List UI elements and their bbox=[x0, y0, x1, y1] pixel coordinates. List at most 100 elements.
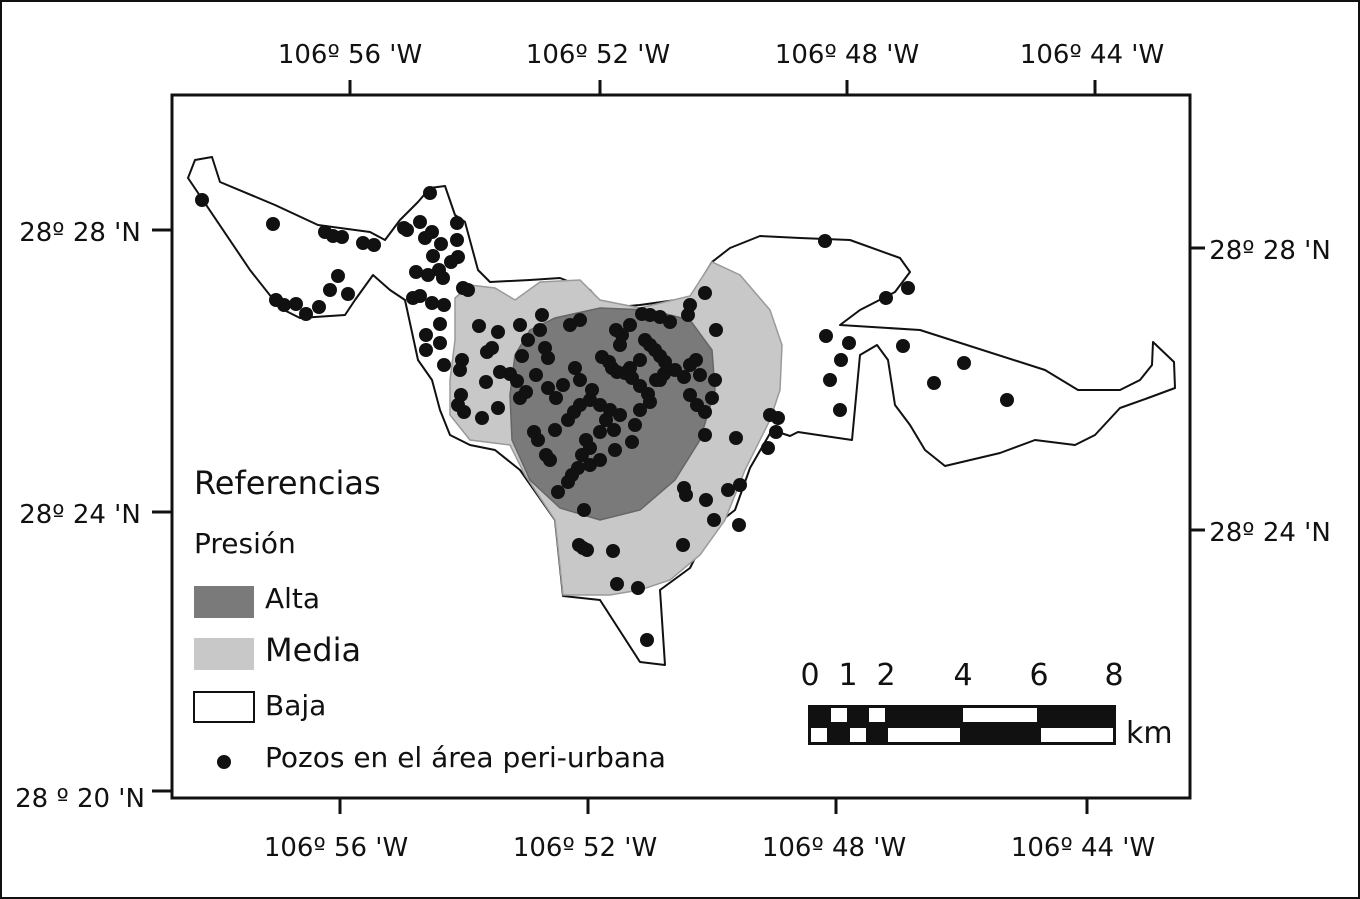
well-point bbox=[819, 329, 833, 343]
well-point bbox=[676, 538, 690, 552]
well-point bbox=[607, 423, 621, 437]
well-point bbox=[708, 373, 722, 387]
well-point bbox=[493, 365, 507, 379]
well-point bbox=[433, 336, 447, 350]
well-point bbox=[721, 483, 735, 497]
legend-swatch-alta bbox=[194, 586, 254, 618]
well-point bbox=[577, 503, 591, 517]
well-point bbox=[423, 186, 437, 200]
well-point bbox=[683, 298, 697, 312]
well-point bbox=[549, 391, 563, 405]
well-point bbox=[491, 401, 505, 415]
well-point bbox=[299, 307, 313, 321]
legend-subtitle: Presión bbox=[194, 527, 296, 560]
well-point bbox=[658, 355, 672, 369]
well-point bbox=[413, 215, 427, 229]
well-point bbox=[480, 345, 494, 359]
well-point bbox=[707, 513, 721, 527]
well-point bbox=[698, 286, 712, 300]
well-point bbox=[593, 453, 607, 467]
well-point bbox=[539, 448, 553, 462]
well-point bbox=[663, 315, 677, 329]
bottom-tick-label: 106º 44 'W bbox=[1011, 833, 1155, 863]
bottom-tick-label: 106º 56 'W bbox=[264, 833, 408, 863]
well-point bbox=[609, 323, 623, 337]
well-point bbox=[606, 544, 620, 558]
well-point bbox=[709, 323, 723, 337]
well-point bbox=[277, 298, 291, 312]
well-point bbox=[842, 336, 856, 350]
well-point bbox=[457, 405, 471, 419]
well-point bbox=[541, 381, 555, 395]
well-point bbox=[677, 370, 691, 384]
well-point bbox=[833, 403, 847, 417]
scale-label: 0 bbox=[800, 658, 819, 693]
well-point bbox=[513, 391, 527, 405]
well-point bbox=[461, 283, 475, 297]
well-point bbox=[599, 413, 613, 427]
top-tick-label: 106º 52 'W bbox=[526, 40, 670, 70]
well-point bbox=[331, 269, 345, 283]
bottom-tick-label: 106º 48 'W bbox=[762, 833, 906, 863]
well-point bbox=[573, 373, 587, 387]
well-point bbox=[535, 308, 549, 322]
well-point bbox=[563, 318, 577, 332]
well-point bbox=[400, 223, 414, 237]
well-point bbox=[593, 425, 607, 439]
well-point bbox=[683, 388, 697, 402]
well-point bbox=[823, 373, 837, 387]
well-point bbox=[472, 319, 486, 333]
well-point bbox=[450, 216, 464, 230]
well-point bbox=[771, 411, 785, 425]
well-point bbox=[341, 287, 355, 301]
well-point bbox=[529, 368, 543, 382]
well-point bbox=[444, 255, 458, 269]
well-point bbox=[633, 403, 647, 417]
top-tick-label: 106º 48 'W bbox=[775, 40, 919, 70]
well-point bbox=[575, 448, 589, 462]
bottom-tick-label: 106º 52 'W bbox=[513, 833, 657, 863]
well-point bbox=[761, 441, 775, 455]
well-point bbox=[548, 423, 562, 437]
well-point bbox=[927, 376, 941, 390]
well-point bbox=[896, 339, 910, 353]
well-point bbox=[568, 361, 582, 375]
legend-label-baja: Baja bbox=[265, 689, 326, 722]
left-ticks bbox=[152, 228, 172, 793]
well-point bbox=[521, 333, 535, 347]
well-point bbox=[657, 367, 671, 381]
well-point bbox=[515, 349, 529, 363]
well-point bbox=[1000, 393, 1014, 407]
well-point bbox=[613, 408, 627, 422]
well-point bbox=[533, 323, 547, 337]
right-ticks bbox=[1190, 246, 1205, 532]
well-point bbox=[693, 368, 707, 382]
well-point bbox=[510, 374, 524, 388]
well-point bbox=[818, 234, 832, 248]
well-point bbox=[266, 217, 280, 231]
scale-label: 1 bbox=[838, 658, 857, 693]
well-point bbox=[413, 289, 427, 303]
well-point bbox=[425, 296, 439, 310]
well-point bbox=[699, 493, 713, 507]
well-point bbox=[479, 375, 493, 389]
well-point bbox=[367, 238, 381, 252]
well-point bbox=[312, 300, 326, 314]
well-point bbox=[643, 395, 657, 409]
well-point bbox=[434, 237, 448, 251]
well-point bbox=[513, 318, 527, 332]
well-point bbox=[689, 353, 703, 367]
well-point bbox=[879, 291, 893, 305]
left-tick-label: 28º 24 'N bbox=[19, 500, 141, 530]
legend-swatch-baja bbox=[193, 691, 255, 723]
legend-label-pozos: Pozos en el área peri-urbana bbox=[265, 741, 666, 774]
well-point bbox=[640, 633, 654, 647]
legend-label-alta: Alta bbox=[265, 582, 320, 615]
well-point bbox=[623, 318, 637, 332]
scale-label: 8 bbox=[1104, 658, 1123, 693]
well-point bbox=[610, 577, 624, 591]
well-point bbox=[633, 353, 647, 367]
well-point bbox=[583, 393, 597, 407]
